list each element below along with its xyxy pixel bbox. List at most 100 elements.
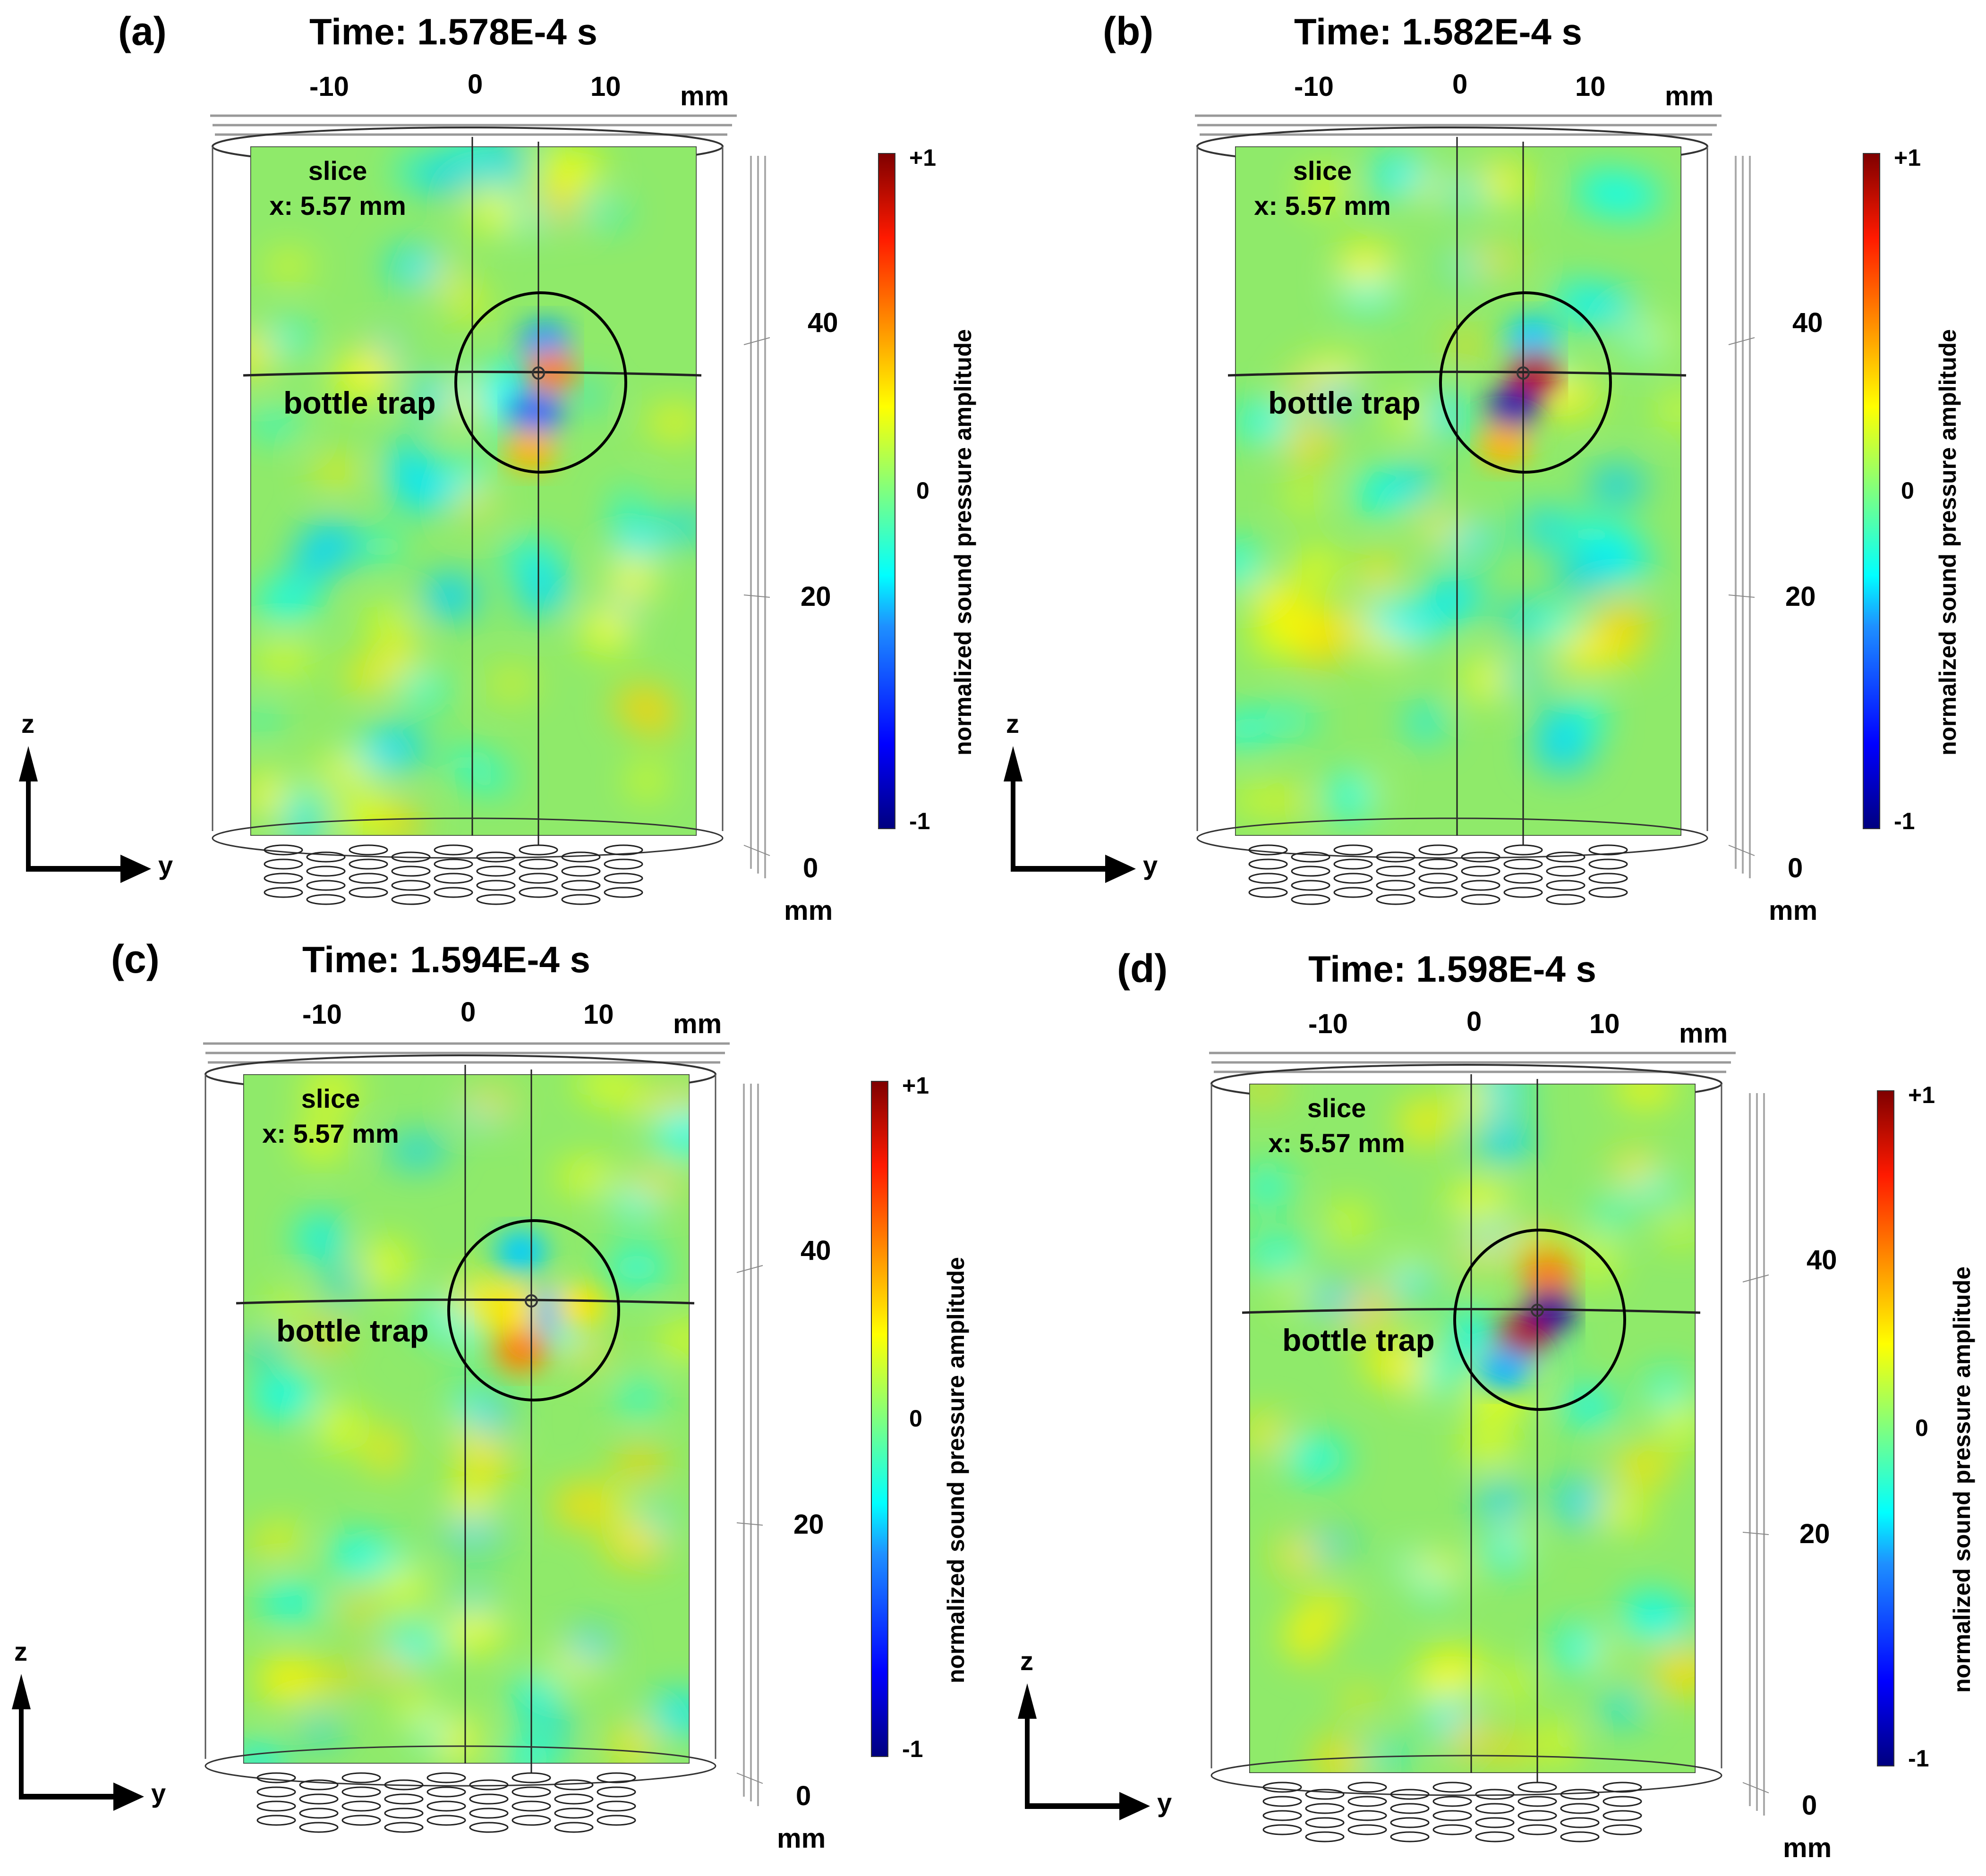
trap-plane-line: [1242, 1308, 1701, 1314]
background-ripples: [1235, 154, 1681, 820]
transducer: [1333, 858, 1373, 870]
transducer: [561, 880, 601, 891]
ripple: [1556, 557, 1608, 592]
ripple: [1611, 1449, 1674, 1483]
z-tick: 0: [803, 853, 818, 883]
transducer: [341, 1786, 381, 1798]
ripple: [1284, 1439, 1347, 1477]
transducer: [1517, 1810, 1557, 1821]
transducer: [511, 1772, 551, 1783]
transducer: [469, 1822, 509, 1833]
background-ripples: [1249, 1084, 1696, 1773]
transducer: [256, 1815, 296, 1826]
ripple: [1331, 1205, 1366, 1239]
ripple: [278, 325, 309, 352]
pressure-field: [250, 146, 697, 836]
colorbar-title: normalized sound pressure amplitude: [943, 1257, 969, 1683]
trap-plane-line: [1227, 371, 1687, 377]
transducer: [1376, 851, 1415, 863]
transducer: [306, 851, 346, 863]
bottle-trap-label: bottle trap: [283, 385, 436, 420]
ripple: [366, 1242, 407, 1287]
transducer: [341, 1772, 381, 1783]
ripple: [541, 183, 578, 222]
ripple: [1613, 1151, 1657, 1185]
outer-cylinder-bottom: [205, 1745, 716, 1787]
ripple: [646, 1090, 690, 1114]
z-ruler-ticks: [736, 1265, 763, 1784]
ripple: [1382, 606, 1445, 644]
transducer: [1248, 887, 1288, 898]
ripple: [1524, 609, 1582, 638]
ripple: [612, 1724, 652, 1764]
transducer: [511, 1800, 551, 1812]
z-tick: 0: [796, 1781, 811, 1811]
ripple: [402, 675, 446, 705]
trap-circle: [447, 1219, 620, 1401]
ripple: [267, 256, 311, 277]
trap-circle: [1453, 1229, 1626, 1411]
ripple: [257, 1657, 321, 1702]
transducer: [1475, 1789, 1515, 1800]
transducer: [597, 1815, 636, 1826]
time-title: Time: 1.594E-4 s: [302, 939, 590, 980]
y-tick: 10: [590, 71, 621, 102]
z-tick: 0: [1802, 1790, 1817, 1821]
ripple: [373, 1546, 409, 1570]
transducer: [1390, 1831, 1430, 1842]
colorbar-mid-label: 0: [909, 1405, 922, 1432]
triad-y-label: y: [151, 1778, 166, 1808]
ripple: [1500, 666, 1545, 688]
ripple: [440, 1718, 477, 1763]
ripple: [489, 167, 520, 194]
slice-position: x: 5.57 mm: [1254, 191, 1391, 221]
triad-y-label: y: [158, 850, 173, 880]
trap-center-marker: [532, 366, 545, 380]
transducer: [1305, 1789, 1345, 1800]
ripple: [1456, 523, 1497, 557]
transducer: [264, 844, 303, 856]
transducer: [1248, 844, 1288, 856]
ripple: [1597, 526, 1635, 551]
ripple: [518, 572, 570, 614]
ripple: [1250, 625, 1308, 654]
colorbar-title: normalized sound pressure amplitude: [1949, 1266, 1975, 1693]
slice-annotation: slice x: 5.57 mm: [1261, 1091, 1412, 1161]
transducer: [1432, 1782, 1472, 1793]
transducer: [1262, 1810, 1302, 1821]
ripple: [312, 460, 360, 484]
ripple: [553, 1486, 613, 1524]
panel-label: (c): [111, 937, 160, 981]
transducer: [306, 866, 346, 877]
z-tick: 0: [1788, 853, 1803, 883]
ripple: [1406, 1558, 1469, 1578]
top-guide-lines: [210, 114, 737, 136]
transducer: [299, 1779, 339, 1791]
colorbar-min-label: -1: [909, 808, 930, 834]
ripple: [1391, 465, 1434, 503]
pressure-lobe: [1506, 316, 1559, 359]
transducer: [384, 1808, 424, 1819]
ripple: [250, 331, 271, 377]
ripple: [300, 1123, 342, 1157]
ripple: [369, 726, 424, 770]
ripple: [332, 1533, 379, 1578]
y-tick: 0: [1452, 69, 1468, 100]
transducer: [511, 1786, 551, 1798]
transducer: [1291, 880, 1330, 891]
ripple: [612, 492, 642, 515]
colorbar-max-label: +1: [902, 1072, 929, 1099]
ripple: [1304, 175, 1345, 205]
transducer: [476, 894, 516, 905]
transducer: [1517, 1796, 1557, 1807]
outer-cylinder-bottom: [1210, 1755, 1722, 1796]
transducer: [434, 887, 473, 898]
bottle-trap-label: bottle trap: [1268, 385, 1421, 420]
transducer: [519, 873, 558, 884]
slice-title: slice: [308, 156, 367, 186]
y-tick: 10: [1575, 71, 1606, 102]
pressure-lobe: [495, 1231, 547, 1273]
pressure-lobe: [1487, 388, 1539, 431]
transducer: [299, 1822, 339, 1833]
ripple: [543, 1718, 575, 1740]
